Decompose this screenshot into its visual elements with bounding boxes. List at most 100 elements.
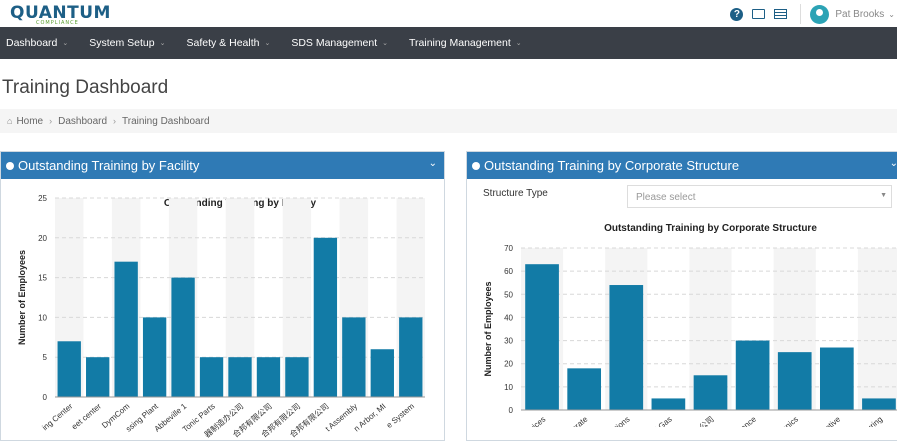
x-tick-label: n Arbor, MI	[352, 402, 387, 434]
news-icon[interactable]	[774, 9, 788, 19]
nav-item-system-setup[interactable]: System Setup ⌄	[83, 37, 171, 49]
nav-item-dashboard[interactable]: Dashboard ⌄	[0, 37, 74, 49]
x-tick-label: 司) 公司	[688, 415, 716, 427]
chevron-down-icon[interactable]: ⌄	[888, 9, 895, 19]
chevron-down-icon: ▼	[880, 192, 887, 199]
chevron-right-icon: ›	[49, 116, 53, 126]
home-icon: ⌂	[7, 116, 13, 126]
y-tick-label: 70	[504, 244, 513, 253]
nav-item-safety-health[interactable]: Safety & Health ⌄	[181, 37, 277, 49]
chevron-down-icon: ⌄	[159, 40, 166, 47]
y-tick-label: 20	[38, 234, 47, 243]
chevron-down-icon: ⌄	[515, 40, 522, 47]
nav-item-label: SDS Management	[291, 37, 378, 49]
x-tick-label: ronics	[778, 415, 800, 427]
bar	[819, 347, 854, 410]
structure-type-label: Structure Type	[483, 188, 548, 199]
bar	[370, 349, 394, 397]
bar	[199, 357, 224, 397]
bar	[609, 285, 644, 410]
nav-item-label: Dashboard	[6, 37, 58, 49]
header-actions: ? Pat Brooks ⌄	[730, 4, 897, 24]
y-tick-label: 25	[38, 194, 47, 203]
facility-panel-header: Outstanding Training by Facility ⌄	[1, 152, 444, 179]
x-tick-label: ing Center	[40, 401, 74, 432]
info-icon	[472, 161, 480, 170]
chevron-down-icon: ⌄	[382, 40, 389, 47]
y-tick-label: 50	[504, 290, 513, 299]
facility-chart: Outstanding Training by Facility05101520…	[17, 194, 425, 439]
page-title: Training Dashboard	[2, 77, 169, 98]
chevron-down-icon[interactable]: ⌄	[889, 158, 897, 169]
corporate-panel-header: Outstanding Training by Corporate Struct…	[467, 152, 897, 179]
x-tick-label: eet center	[70, 401, 103, 431]
bar	[735, 340, 770, 410]
bar	[285, 357, 309, 397]
bar	[399, 317, 423, 397]
bar	[693, 375, 728, 410]
panel-title: Outstanding Training by Facility	[18, 158, 200, 173]
x-tick-label: e System	[385, 401, 417, 430]
corporate-chart: Outstanding Training by Corporate Struct…	[483, 223, 897, 427]
main-nav: Dashboard ⌄ System Setup ⌄ Safety & Health…	[0, 27, 897, 59]
x-tick-label: orate	[570, 414, 590, 427]
bar	[342, 317, 366, 397]
chevron-down-icon: ⌄	[62, 40, 69, 47]
y-axis-label: Number of Employees	[17, 250, 27, 345]
breadcrumb-current: Training Dashboard	[122, 115, 210, 127]
chevron-down-icon[interactable]: ⌄	[428, 158, 437, 169]
bar	[228, 357, 252, 397]
x-tick-label: ations	[609, 415, 631, 427]
info-icon	[6, 161, 14, 170]
brand-tagline: COMPLIANCE	[36, 20, 79, 26]
bar	[525, 264, 559, 410]
panel-title: Outstanding Training by Corporate Struct…	[484, 158, 740, 173]
y-tick-label: 10	[38, 313, 47, 322]
y-tick-label: 30	[504, 337, 513, 346]
nav-item-label: Training Management	[409, 37, 511, 49]
user-name[interactable]: Pat Brooks	[835, 8, 885, 20]
bar	[142, 317, 167, 397]
bar	[171, 277, 195, 397]
bar	[57, 341, 81, 397]
bar	[651, 398, 686, 410]
top-bar: QUANTUM COMPLIANCE ? Pat Brooks ⌄	[0, 0, 897, 27]
column-band	[857, 248, 897, 410]
brand-logo[interactable]: QUANTUM COMPLIANCE	[10, 3, 111, 26]
nav-item-label: Safety & Health	[186, 37, 260, 49]
y-tick-label: 40	[504, 313, 513, 322]
bar	[567, 368, 602, 410]
y-axis-label: Number of Employees	[483, 281, 493, 376]
x-tick-label: liance	[736, 414, 758, 427]
structure-type-select[interactable]: Please select ▼	[627, 185, 892, 208]
corporate-panel: Outstanding Training by Corporate Struct…	[466, 151, 897, 441]
x-tick-label: d Gas	[652, 415, 674, 427]
facility-panel: Outstanding Training by Facility ⌄ Outst…	[0, 151, 445, 441]
y-tick-label: 5	[43, 353, 48, 362]
x-tick-label: vices	[528, 415, 548, 427]
help-icon[interactable]: ?	[730, 7, 744, 21]
structure-type-value: Please select	[636, 192, 696, 203]
y-tick-label: 20	[504, 360, 513, 369]
chevron-down-icon: ⌄	[264, 40, 271, 47]
bar	[313, 237, 338, 397]
breadcrumb: ⌂ Home › Dashboard › Training Dashboard	[0, 109, 897, 133]
avatar[interactable]	[810, 4, 830, 24]
y-tick-label: 15	[38, 274, 47, 283]
y-tick-label: 0	[43, 393, 48, 402]
bar	[114, 261, 138, 397]
y-tick-label: 10	[504, 383, 513, 392]
chart-title: Outstanding Training by Corporate Struct…	[604, 223, 817, 234]
y-tick-label: 60	[504, 267, 513, 276]
nav-item-label: System Setup	[89, 37, 155, 49]
breadcrumb-dashboard[interactable]: Dashboard	[58, 115, 108, 127]
nav-item-training-management[interactable]: Training Management ⌄	[403, 37, 528, 49]
bar	[777, 352, 812, 410]
header-divider	[800, 4, 802, 24]
mail-icon[interactable]	[752, 9, 766, 19]
nav-item-sds-management[interactable]: SDS Management ⌄	[285, 37, 394, 49]
chevron-right-icon: ›	[113, 116, 117, 126]
bar	[256, 357, 281, 397]
breadcrumb-home[interactable]: Home	[16, 115, 44, 127]
brand-name: QUANTUM	[10, 3, 111, 23]
